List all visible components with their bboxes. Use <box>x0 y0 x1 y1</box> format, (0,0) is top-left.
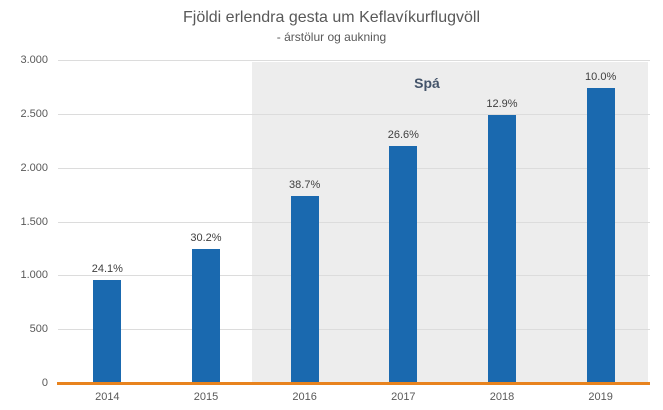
y-tick-label: 1.000 <box>20 269 48 282</box>
bar-data-label: 24.1% <box>91 262 123 275</box>
bar-2019 <box>586 87 615 384</box>
y-tick-label: 2.000 <box>20 161 48 174</box>
x-tick-label-2019: 2019 <box>588 391 613 403</box>
gridline <box>58 113 650 115</box>
plot-area: 24.1% 30.2% 38.7% 26.6% 12.9% 10.0% Spá <box>57 60 650 385</box>
y-tick-label: 3.000 <box>20 54 48 66</box>
gridline <box>58 329 650 331</box>
gridline <box>58 60 650 61</box>
bar-data-label: 30.2% <box>190 232 222 245</box>
bar-data-label: 10.0% <box>585 70 617 83</box>
x-tick-label-2018: 2018 <box>489 391 515 403</box>
chart-subtitle: - árstölur og aukning <box>276 30 387 44</box>
x-tick-label-2014: 2014 <box>95 391 120 403</box>
bar-2017 <box>389 145 418 384</box>
y-tick-label: 2.500 <box>20 107 48 120</box>
gridline <box>58 167 650 169</box>
bar-2018 <box>488 114 516 384</box>
bar-2014 <box>93 279 122 384</box>
bar-data-label: 26.6% <box>387 128 419 141</box>
y-tick-label: 1.500 <box>20 215 48 228</box>
x-axis-line <box>57 382 650 385</box>
x-tick-label-2015: 2015 <box>193 391 219 403</box>
x-tick-label-2017: 2017 <box>391 391 416 403</box>
bar-data-label: 38.7% <box>289 178 321 191</box>
y-tick-label: 500 <box>29 323 48 336</box>
chart-title: Fjöldi erlendra gesta um Keflavíkurflugv… <box>182 9 481 26</box>
y-tick-label: 0 <box>41 377 48 389</box>
bar-2016 <box>290 195 319 384</box>
forecast-label: Spá <box>414 75 440 91</box>
bar-data-label: 12.9% <box>486 97 518 110</box>
bar-2015 <box>192 249 220 384</box>
gridline <box>58 221 650 223</box>
gridline <box>58 275 650 277</box>
x-tick-label-2016: 2016 <box>292 391 317 403</box>
